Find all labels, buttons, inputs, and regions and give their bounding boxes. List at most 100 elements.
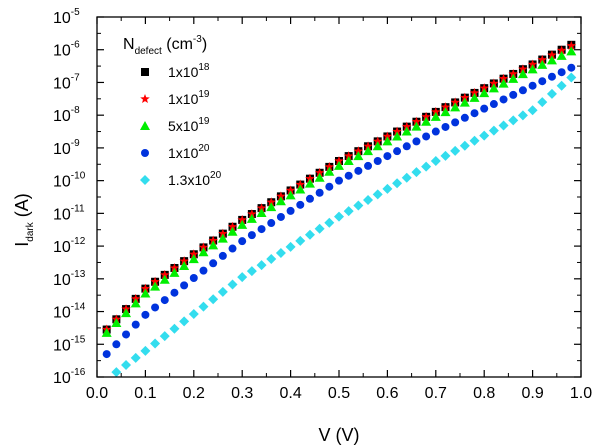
data-point [198,301,209,312]
data-point [363,146,374,156]
data-point [267,219,276,228]
data-point [508,68,518,78]
data-point [488,125,499,136]
y-tick-label: 10-11 [53,203,85,223]
data-point [557,68,566,77]
data-point [198,242,209,252]
data-point [459,97,470,107]
series-3 [101,46,577,337]
data-point [266,254,277,265]
legend-label: 5x1019 [168,116,210,134]
data-point [460,113,469,122]
data-point [237,219,248,229]
data-point [122,330,131,339]
data-point [527,105,538,116]
data-point [411,121,422,131]
data-point [451,118,460,127]
data-point [401,126,412,136]
data-point [411,116,422,126]
data-point [256,208,267,218]
data-point [469,87,480,97]
data-point [217,286,228,297]
data-point [450,102,461,112]
data-point [131,320,140,329]
legend-label: 1x1020 [168,143,210,161]
data-point [198,247,209,257]
legend-label: 1x1019 [168,89,210,107]
data-point [430,156,441,166]
y-tick-label: 10-13 [53,269,86,289]
data-point [189,274,198,282]
data-point [296,200,305,209]
data-point [440,150,451,161]
plot-marks [101,40,577,378]
data-point [151,303,160,312]
data-point [460,92,470,102]
data-point [518,86,527,95]
x-tick-label: 0.9 [521,385,543,402]
data-point [169,267,180,277]
data-point [382,131,393,141]
data-point [353,151,364,161]
y-tick-label: 10-14 [53,302,86,322]
data-point [488,83,499,93]
data-point [412,137,421,146]
data-point [295,179,306,189]
data-point [566,72,577,83]
data-point [111,367,122,378]
data-point [392,131,403,141]
data-point [325,182,334,191]
data-point [499,95,508,104]
data-point [218,228,228,238]
data-point [364,161,373,170]
data-point [537,54,548,64]
data-point [227,279,238,290]
data-point [208,240,219,250]
y-tick-label: 10-16 [53,367,86,387]
data-point [227,221,238,231]
data-point [130,352,141,363]
data-point [334,156,344,166]
data-point [276,191,286,201]
data-point [170,288,179,297]
data-point [479,88,490,98]
y-tick-label: 10-12 [53,236,86,256]
legend-marker [141,149,149,157]
data-point [489,78,499,88]
data-point [527,59,538,69]
data-point [421,116,432,126]
data-point [372,189,383,200]
x-tick-label: 0.0 [86,385,108,402]
data-point [382,136,393,146]
data-point [431,106,441,116]
data-point [130,298,141,308]
data-point [286,206,295,215]
data-point [140,288,151,298]
data-point [304,178,315,188]
x-tick-label: 0.6 [376,385,398,402]
data-point [247,231,256,240]
y-tick-label: 10-10 [53,171,86,191]
data-point [256,203,267,213]
data-point [537,97,548,108]
data-point [556,50,567,60]
x-tick-label: 1.0 [570,385,592,402]
data-point [343,156,354,165]
data-point [363,194,374,205]
data-point [343,206,354,217]
data-point [546,88,557,99]
data-point [459,140,470,151]
data-point [315,188,324,197]
data-point [383,152,392,161]
data-point [469,135,480,146]
data-point [441,122,450,131]
data-point [304,229,315,240]
data-point [517,69,528,79]
data-point [179,316,190,327]
data-point [199,266,208,275]
data-point [479,83,489,93]
data-point [314,172,325,182]
data-point [246,266,257,277]
data-point [421,111,431,121]
data-point [440,102,451,112]
